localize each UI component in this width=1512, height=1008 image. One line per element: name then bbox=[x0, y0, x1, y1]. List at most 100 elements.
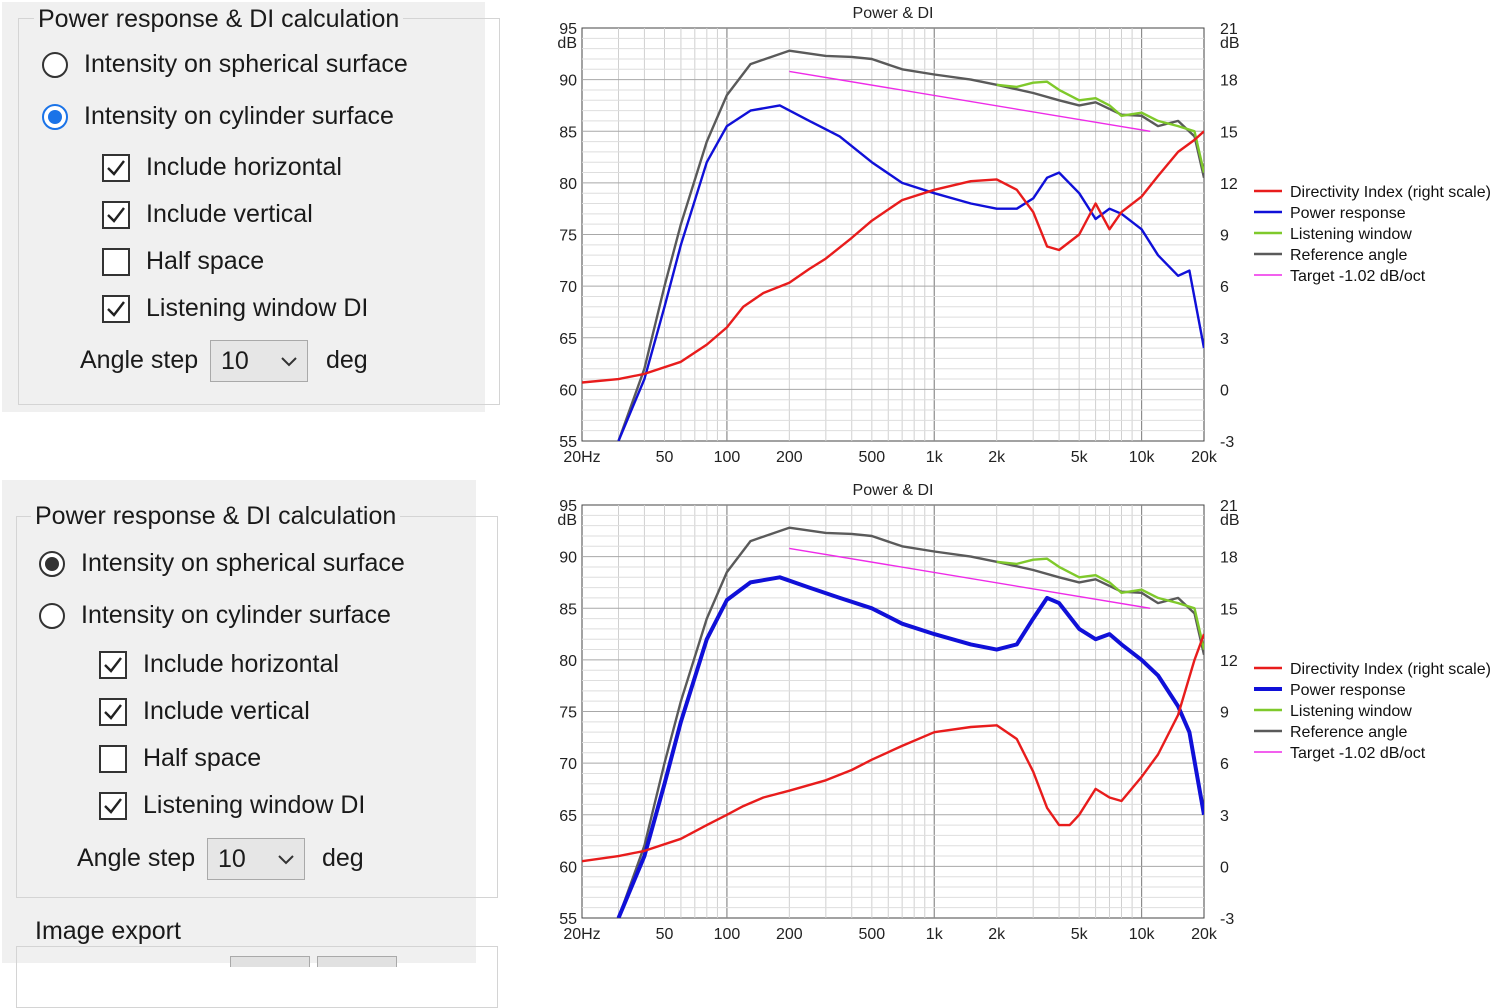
x-tick-label: 100 bbox=[714, 926, 741, 943]
y-tick-label: 75 bbox=[559, 705, 577, 722]
y2-tick-label: -3 bbox=[1220, 434, 1234, 451]
x-tick-label: 200 bbox=[776, 449, 803, 466]
angle-step-select-top[interactable]: 10 bbox=[210, 340, 308, 382]
radio-circle-icon[interactable] bbox=[39, 602, 65, 629]
series-line-4 bbox=[789, 547, 1151, 609]
chevron-down-icon bbox=[278, 855, 294, 865]
series-line-0 bbox=[582, 633, 1204, 863]
checkbox-checked-icon[interactable] bbox=[99, 650, 127, 679]
radio-spherical-bottom[interactable]: Intensity on spherical surface bbox=[39, 549, 405, 578]
x-tick-label: 2k bbox=[988, 926, 1006, 943]
y2-tick-label: 3 bbox=[1220, 331, 1229, 348]
radio-cylinder-bottom[interactable]: Intensity on cylinder surface bbox=[39, 601, 391, 630]
x-tick-label: 5k bbox=[1071, 926, 1089, 943]
angle-step-unit-top: deg bbox=[326, 346, 368, 374]
radio-spherical-top[interactable]: Intensity on spherical surface bbox=[42, 50, 408, 79]
legend-label: Power response bbox=[1290, 682, 1406, 699]
legend: Directivity Index (right scale) Power res… bbox=[1254, 661, 1491, 762]
y2-tick-label: 12 bbox=[1220, 653, 1238, 670]
x-tick-label: 500 bbox=[858, 926, 885, 943]
x-tick-label: 2k bbox=[988, 449, 1006, 466]
y2-tick-label: 9 bbox=[1220, 228, 1229, 245]
checkbox-label: Include vertical bbox=[143, 697, 310, 725]
legend-label: Directivity Index (right scale) bbox=[1290, 184, 1491, 201]
y-tick-label: 60 bbox=[559, 859, 577, 876]
y2-unit-label: dB bbox=[1220, 512, 1240, 529]
checkbox-include-horizontal-top[interactable]: Include horizontal bbox=[102, 153, 342, 182]
y2-unit-label: dB bbox=[1220, 35, 1240, 52]
x-tick-label: 1k bbox=[926, 449, 944, 466]
checkbox-label: Include vertical bbox=[146, 200, 313, 228]
series-line-1 bbox=[616, 575, 1204, 918]
legend-label: Target -1.02 dB/oct bbox=[1290, 268, 1426, 285]
y-tick-label: 75 bbox=[559, 228, 577, 245]
y-tick-label: 90 bbox=[559, 550, 577, 567]
y2-tick-label: 12 bbox=[1220, 176, 1238, 193]
checkbox-checked-icon[interactable] bbox=[102, 200, 130, 229]
y2-tick-label: 6 bbox=[1220, 279, 1229, 296]
angle-step-value: 10 bbox=[218, 844, 246, 873]
radio-selected-icon[interactable] bbox=[42, 103, 68, 130]
series-line-0 bbox=[582, 130, 1204, 384]
checkbox-label: Include horizontal bbox=[143, 650, 339, 678]
checkbox-half-space-top[interactable]: Half space bbox=[102, 247, 264, 276]
checkbox-checked-icon[interactable] bbox=[99, 791, 127, 820]
checkbox-icon[interactable] bbox=[99, 744, 127, 773]
series-line-3 bbox=[617, 49, 1204, 441]
export-button-2[interactable] bbox=[317, 956, 397, 967]
y-tick-label: 60 bbox=[559, 382, 577, 399]
angle-step-value: 10 bbox=[221, 346, 249, 375]
power-di-chart-top: Power & DI959085807570656055dB2118151296… bbox=[557, 5, 1491, 466]
x-tick-label: 50 bbox=[656, 926, 674, 943]
y-tick-label: 80 bbox=[559, 176, 577, 193]
checkbox-label: Half space bbox=[143, 744, 262, 772]
legend-label: Reference angle bbox=[1290, 724, 1408, 741]
x-tick-label: 10k bbox=[1129, 449, 1156, 466]
checkbox-half-space-bottom[interactable]: Half space bbox=[99, 744, 261, 773]
power-di-chart-bottom: Power & DI959085807570656055dB2118151296… bbox=[557, 482, 1491, 943]
y-tick-label: 85 bbox=[559, 124, 577, 141]
checkbox-checked-icon[interactable] bbox=[99, 697, 127, 726]
checkbox-include-vertical-top[interactable]: Include vertical bbox=[102, 200, 313, 229]
checkbox-listening-window-di-bottom[interactable]: Listening window DI bbox=[99, 791, 365, 820]
legend-label: Directivity Index (right scale) bbox=[1290, 661, 1491, 678]
x-tick-label: 20Hz bbox=[563, 449, 600, 466]
radio-selected-icon[interactable] bbox=[39, 550, 65, 577]
x-tick-label: 100 bbox=[714, 449, 741, 466]
settings-panel-bottom: Power response & DI calculation Intensit… bbox=[2, 480, 498, 1008]
radio-cylinder-top[interactable]: Intensity on cylinder surface bbox=[42, 102, 394, 131]
checkbox-include-vertical-bottom[interactable]: Include vertical bbox=[99, 697, 310, 726]
y-tick-label: 90 bbox=[559, 73, 577, 90]
checkbox-label: Include horizontal bbox=[146, 153, 342, 181]
export-button-1[interactable] bbox=[230, 956, 310, 967]
angle-step-unit-bottom: deg bbox=[322, 844, 364, 872]
chart-title: Power & DI bbox=[853, 482, 934, 499]
x-tick-label: 500 bbox=[858, 449, 885, 466]
y2-tick-label: 18 bbox=[1220, 73, 1238, 90]
series-group bbox=[582, 49, 1204, 441]
y2-tick-label: 3 bbox=[1220, 808, 1229, 825]
chart-title: Power & DI bbox=[853, 5, 934, 22]
series-line-4 bbox=[789, 70, 1151, 132]
checkbox-checked-icon[interactable] bbox=[102, 153, 130, 182]
checkbox-label: Listening window DI bbox=[146, 294, 369, 322]
checkbox-icon[interactable] bbox=[102, 247, 130, 276]
y-tick-label: 95 bbox=[559, 21, 577, 38]
radio-cylinder-label: Intensity on cylinder surface bbox=[84, 102, 394, 130]
legend-label: Reference angle bbox=[1290, 247, 1408, 264]
radio-circle-icon[interactable] bbox=[42, 51, 68, 78]
checkbox-include-horizontal-bottom[interactable]: Include horizontal bbox=[99, 650, 339, 679]
x-tick-label: 10k bbox=[1129, 926, 1156, 943]
grid bbox=[582, 28, 1204, 441]
image-export-title: Image export bbox=[31, 916, 185, 946]
legend-label: Listening window bbox=[1290, 226, 1412, 243]
radio-cylinder-label: Intensity on cylinder surface bbox=[81, 601, 391, 629]
chevron-down-icon bbox=[281, 357, 297, 367]
grid bbox=[582, 505, 1204, 918]
checkbox-listening-window-di-top[interactable]: Listening window DI bbox=[102, 294, 368, 323]
checkbox-checked-icon[interactable] bbox=[102, 294, 130, 323]
x-tick-label: 20k bbox=[1191, 449, 1218, 466]
y2-tick-label: 0 bbox=[1220, 859, 1229, 876]
angle-step-select-bottom[interactable]: 10 bbox=[207, 838, 305, 880]
y-unit-label: dB bbox=[557, 512, 577, 529]
